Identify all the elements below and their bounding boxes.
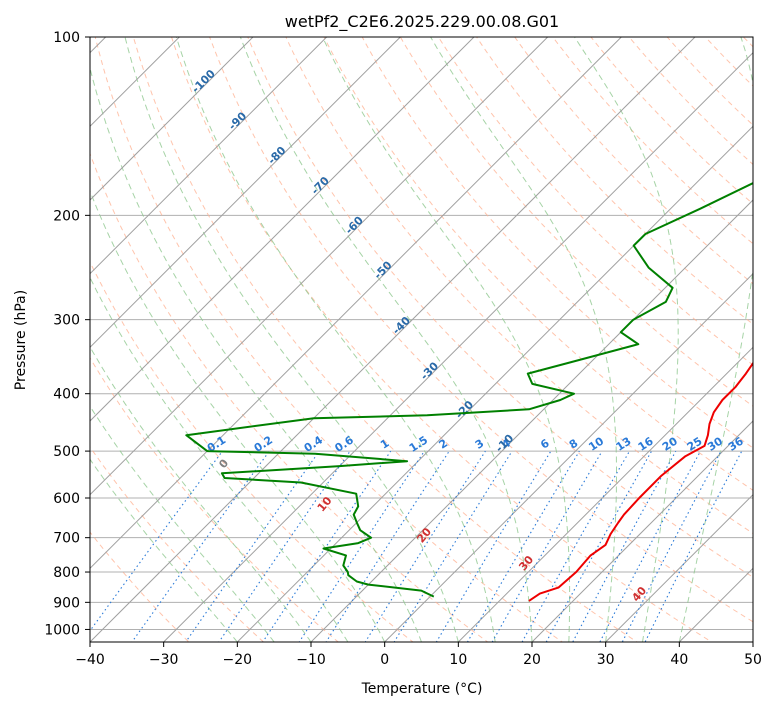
isotherm-line	[384, 272, 753, 642]
moist-adiabat-line	[430, 37, 617, 642]
dry-adiabat-line	[285, 37, 753, 534]
chart-title: wetPf2_C2E6.2025.229.00.08.G01	[285, 12, 559, 32]
y-tick-label: 700	[53, 531, 80, 547]
mixing-ratio-line	[491, 450, 603, 642]
y-tick-label: 900	[53, 595, 80, 611]
y-tick-label: 1000	[44, 622, 80, 638]
dry-adiabat-line	[475, 37, 753, 325]
dry-adiabat-line	[90, 356, 339, 642]
dry-adiabat-line	[437, 37, 753, 366]
mixing-ratio-line	[185, 450, 320, 642]
dry-adiabat-line	[132, 37, 638, 642]
x-tick-label: −10	[296, 652, 326, 668]
isotherm-line	[90, 37, 549, 496]
moist-adiabat-line	[678, 37, 753, 642]
isotherm-line	[90, 37, 254, 201]
x-tick-label: −40	[75, 652, 105, 668]
y-tick-label: 500	[53, 444, 80, 460]
mixing-ratio-line	[435, 450, 552, 642]
moist-adiabat-line	[90, 276, 349, 642]
dry-adiabat-line	[209, 37, 753, 623]
moist-adiabat-line	[90, 189, 386, 642]
plot-area: 0.1 0.2 0.4 0.6 1 1.5 2 3 4 6 8 10 13 16 20 25 30 36-100-…	[90, 37, 753, 642]
mixing-ratio-line	[262, 450, 392, 642]
isotherm-line	[310, 199, 753, 642]
dewpoint-profile-line	[185, 181, 753, 598]
axis-ticks: −40 −30 −20 −10 0 10 20 30 40 50 1000 900 800 700 600 5…	[44, 30, 762, 668]
y-tick-label: 600	[53, 491, 80, 507]
dry-adiabat-line	[171, 37, 713, 642]
mixing-ratio-line	[521, 450, 630, 642]
x-tick-label: 30	[597, 652, 615, 668]
isotherm-line	[163, 51, 753, 642]
y-tick-label: 400	[53, 387, 80, 403]
isotherm-line	[90, 37, 622, 570]
mixing-ratio-line	[131, 450, 270, 642]
dry-adiabat-line	[94, 37, 564, 642]
mixing-ratio-line	[393, 450, 513, 642]
mixing-ratio-line	[466, 450, 580, 642]
isotherm-line	[90, 37, 696, 642]
dry-adiabat-line	[361, 37, 753, 449]
y-axis-label: Pressure (hPa)	[13, 290, 29, 390]
y-tick-label: 200	[53, 208, 80, 224]
x-axis-label: Temperature (°C)	[361, 681, 483, 697]
dry-adiabat-line	[90, 260, 414, 642]
dry-adiabat-line	[247, 37, 753, 578]
x-tick-label: 20	[523, 652, 541, 668]
isotherm-line	[457, 346, 753, 642]
x-tick-label: 40	[670, 652, 688, 668]
y-tick-label: 100	[53, 30, 80, 46]
mixing-ratio-line	[218, 450, 351, 642]
temperature-profile-line	[528, 361, 753, 602]
dry-adiabat-line	[323, 37, 753, 491]
y-tick-label: 800	[53, 565, 80, 581]
plot-frame	[89, 36, 754, 643]
isotherm-line	[90, 37, 401, 349]
isotherm-line	[605, 493, 753, 642]
x-tick-label: 10	[449, 652, 467, 668]
dry-adiabat-line	[90, 152, 489, 642]
mixing-ratio-line	[90, 450, 223, 632]
x-tick-label: −30	[149, 652, 179, 668]
moist-adiabat-line	[90, 405, 275, 642]
dry-adiabat-line	[514, 37, 753, 285]
moist-adiabat-line	[90, 458, 238, 642]
x-tick-label: 0	[380, 652, 389, 668]
isotherm-line	[236, 125, 753, 642]
dry-adiabat-line	[399, 37, 753, 407]
x-tick-label: 50	[744, 652, 762, 668]
isotherm-line	[531, 420, 753, 642]
moist-adiabat-line	[574, 37, 679, 642]
mixing-ratio-line	[644, 450, 743, 642]
moist-adiabat-line	[322, 37, 571, 642]
moist-adiabat-line	[124, 37, 459, 642]
moist-adiabat-line	[90, 65, 422, 642]
isotherm-line	[90, 37, 328, 275]
mixing-ratio-line	[621, 450, 722, 642]
y-tick-label: 300	[53, 313, 80, 329]
moist-adiabat-line	[175, 37, 496, 642]
isotherm-line	[90, 37, 475, 422]
mixing-ratio-line	[364, 450, 486, 642]
x-tick-label: −20	[223, 652, 253, 668]
